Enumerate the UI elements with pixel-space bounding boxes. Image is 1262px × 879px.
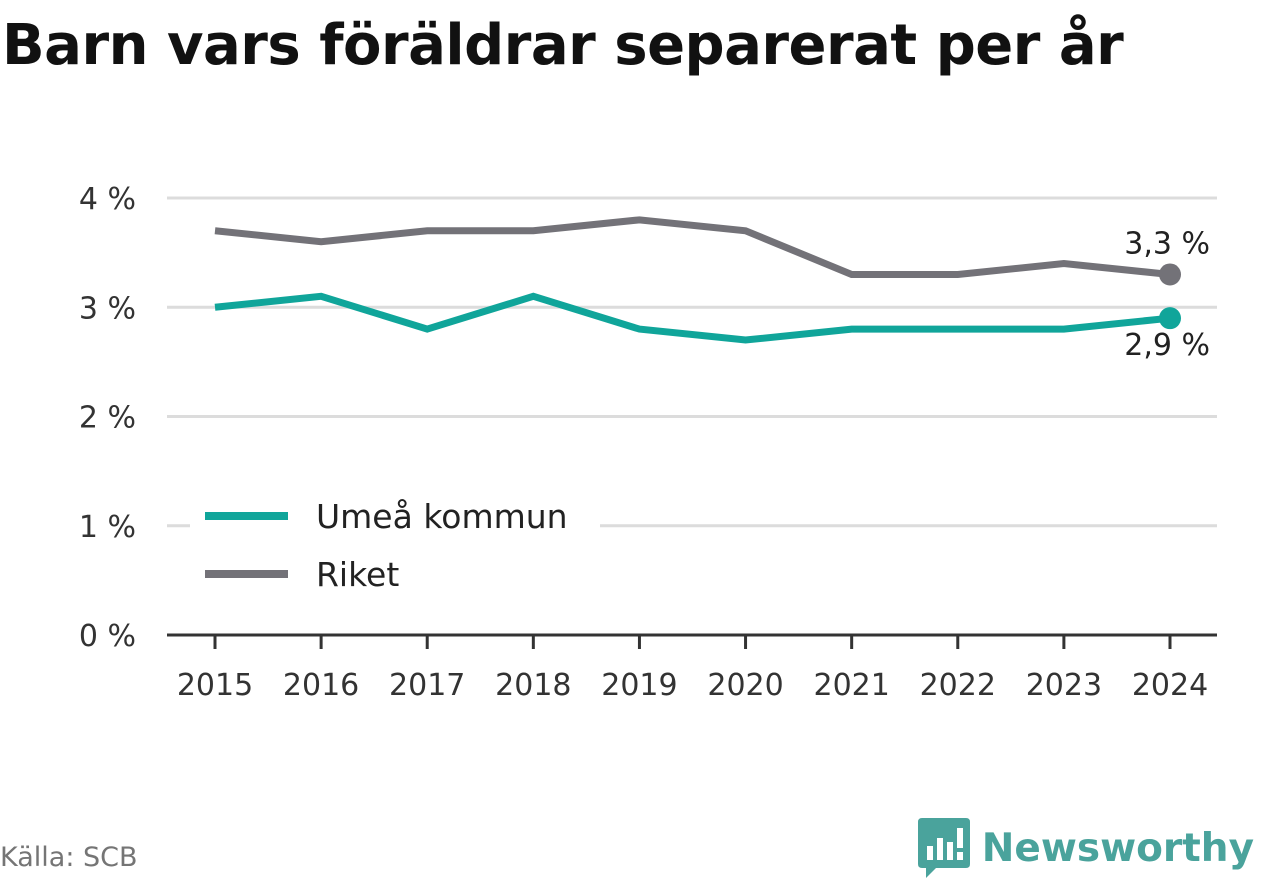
data-labels: 3,3 % 2,9 % — [1124, 226, 1210, 363]
x-tick-label: 2017 — [389, 668, 465, 703]
x-tick-label: 2019 — [601, 668, 677, 703]
x-tick-label: 2023 — [1026, 668, 1102, 703]
x-tick-label: 2018 — [495, 668, 571, 703]
legend-background — [190, 493, 600, 605]
legend-label-umea-kommun: Umeå kommun — [316, 497, 568, 536]
end-label-riket: 3,3 % — [1124, 226, 1210, 261]
y-tick-label: 3 % — [79, 291, 136, 326]
source-note: Källa: SCB — [0, 842, 138, 873]
end-marker-riket — [1159, 263, 1181, 286]
x-tick-label: 2024 — [1132, 668, 1208, 703]
y-tick-label: 4 % — [79, 182, 136, 217]
grid-lines — [167, 196, 1217, 528]
y-axis: 0 % 1 % 2 % 3 % 4 % — [79, 182, 136, 654]
newsworthy-logo: Newsworthy — [917, 818, 1254, 878]
legend: Umeå kommun Riket — [190, 493, 600, 605]
series-line-riket — [214, 216, 1171, 278]
brand-name: Newsworthy — [981, 825, 1254, 871]
series-lines — [214, 216, 1181, 344]
x-tick-label: 2015 — [177, 668, 253, 703]
end-label-umea-kommun: 2,9 % — [1124, 328, 1210, 363]
x-tick-label: 2016 — [283, 668, 359, 703]
x-tick-label: 2020 — [707, 668, 783, 703]
newsworthy-logo-icon — [917, 818, 970, 878]
series-line-umea-kommun — [214, 292, 1171, 344]
y-tick-label: 0 % — [79, 619, 136, 654]
y-tick-label: 1 % — [79, 510, 136, 545]
end-marker-umea-kommun — [1159, 307, 1181, 330]
x-axis — [167, 633, 1217, 649]
x-tick-label: 2022 — [920, 668, 996, 703]
x-tick-labels: 2015 2016 2017 2018 2019 2020 2021 2022 2023 2024 — [177, 668, 1208, 703]
x-tick-label: 2021 — [813, 668, 889, 703]
chart-title: Barn vars föräldrar separerat per år — [2, 13, 1124, 78]
y-tick-label: 2 % — [79, 401, 136, 436]
legend-label-riket: Riket — [316, 555, 399, 594]
